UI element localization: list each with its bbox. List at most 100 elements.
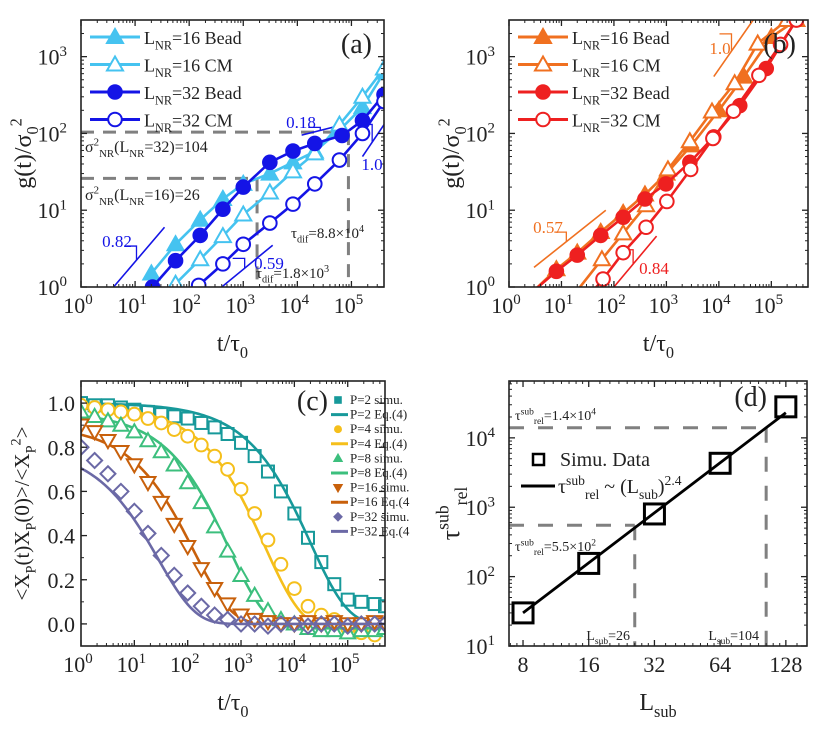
- y-tick-label-part: 0.4: [48, 524, 76, 549]
- x-tick-label-part: 16: [578, 652, 600, 677]
- sim-point: [340, 592, 355, 607]
- data-point: [190, 277, 207, 287]
- data-point: [260, 182, 280, 200]
- data-point: [235, 236, 252, 253]
- sim-point: [260, 464, 275, 479]
- sim-point: [165, 517, 184, 535]
- legend-marker: [333, 511, 343, 522]
- x-tick-label-part: 3: [671, 292, 678, 308]
- legend-label: P=8 simu.: [350, 450, 403, 465]
- panel-label-part: (c): [297, 386, 328, 417]
- sim-point: [85, 451, 104, 470]
- legend-label: P=16 Eq.(4: [350, 494, 410, 509]
- axes-frame: [80, 19, 385, 288]
- y-axis-label-part: P: [23, 523, 39, 531]
- panel-label-part: (d): [734, 382, 767, 413]
- slope-triangle: [308, 126, 321, 131]
- x-tick-label-part: 10: [491, 293, 513, 318]
- x-tick-label-part: 5: [352, 651, 359, 667]
- sim-point: [286, 581, 302, 596]
- tau-dif-large-label: τdif=8.8×104: [291, 224, 364, 246]
- y-tick-label-part: 0.2: [48, 568, 76, 593]
- y-tick-label-part: 0.8: [48, 435, 76, 460]
- L104-label-part: sub: [717, 637, 730, 647]
- legend-label: LNR=32 Bead: [144, 83, 242, 107]
- legend-label-fit-part: 2.4: [665, 473, 682, 488]
- x-tick-label-part: 0: [513, 292, 520, 308]
- y-tick-label: 1.0: [48, 391, 76, 416]
- x-tick-label-part: 10: [277, 652, 299, 677]
- data-point: [724, 73, 745, 91]
- legend-label-part: L: [572, 56, 583, 76]
- x-tick-label-part: 3: [245, 651, 252, 667]
- sim-point: [178, 584, 197, 602]
- tau-dif-small-label-part: 3: [324, 264, 329, 275]
- sigma-nr-32-label-part: σ: [85, 139, 94, 156]
- slope-label-part: 0.82: [102, 232, 132, 251]
- x-tick-label-part: 8: [518, 652, 529, 677]
- sim-point: [220, 461, 235, 477]
- sigma-nr-32-label-part: (L: [114, 139, 129, 156]
- legend-label: P=16 simu.: [350, 480, 409, 495]
- legend-label: LNR=16 Bead: [144, 28, 242, 52]
- data-point: [262, 215, 278, 231]
- sim-point: [218, 597, 237, 614]
- data-point: [190, 209, 210, 227]
- y-tick-label-part: 1: [488, 633, 495, 649]
- x-tick-label: 104: [277, 651, 307, 677]
- y-axis-label-part: P: [23, 445, 39, 453]
- y-axis-label-part: (t)X: [10, 531, 34, 566]
- sim-point: [192, 492, 211, 510]
- x-tick-label-part: 10: [223, 652, 245, 677]
- x-tick-label-part: 4: [723, 292, 731, 308]
- legend-label: P=8 Eq.(4): [350, 465, 407, 480]
- x-tick-label-part: 10: [596, 293, 618, 318]
- y-tick-label: 103: [38, 44, 67, 70]
- L26-label-part: sub: [595, 637, 608, 647]
- x-tick-label: 104: [280, 292, 310, 318]
- y-axis-label-part: rel: [451, 487, 471, 506]
- data-point: [352, 86, 373, 104]
- legend-label: P=2 simu.: [350, 392, 403, 407]
- sim-point: [81, 418, 91, 435]
- x-tick-label: 16: [578, 652, 600, 677]
- y-axis-label-part: τ: [436, 530, 465, 540]
- tau-low-label: τsubrel=5.5×102: [515, 538, 596, 558]
- y-tick-label: 100: [466, 274, 495, 300]
- legend-label: P=4 simu.: [350, 421, 403, 436]
- sim-point: [192, 597, 211, 616]
- x-tick-label: 101: [117, 651, 146, 677]
- y-axis-label-part: sub: [433, 505, 453, 530]
- plot-area: [533, 20, 807, 287]
- y-tick-label-part: 2: [488, 121, 495, 137]
- x-tick-label: 8: [518, 652, 529, 677]
- x-axis-label-part: 0: [240, 702, 248, 721]
- legend-label-fit-part: ): [658, 476, 665, 498]
- x-tick-label-part: 10: [754, 293, 776, 318]
- sim-point: [99, 464, 117, 483]
- sim-point: [192, 562, 211, 579]
- data-point: [751, 67, 767, 84]
- y-tick-label-part: 4: [488, 425, 496, 441]
- y-tick-label-part: 10: [466, 634, 488, 659]
- data-point: [213, 226, 233, 244]
- tau-dif-large-label-part: τ: [291, 226, 297, 242]
- sim-point: [352, 615, 371, 633]
- x-axis-label-part: sub: [654, 702, 677, 721]
- sim-point: [247, 449, 262, 464]
- x-axis-label-part: t/τ: [217, 331, 240, 357]
- slope-triangle: [232, 257, 246, 269]
- L104-label-part: L: [708, 629, 717, 644]
- data-point: [682, 161, 699, 178]
- legend-label-part: =32 Bead: [172, 83, 242, 103]
- legend-label-part: NR: [155, 66, 173, 80]
- y-tick-label-part: 10: [466, 495, 488, 520]
- sim-point: [300, 530, 315, 545]
- y-axis-label-part: P: [23, 565, 39, 573]
- sim-point: [205, 517, 224, 534]
- data-point: [613, 223, 633, 241]
- y-tick-label-part: 10: [466, 565, 488, 590]
- data-point: [788, 20, 805, 28]
